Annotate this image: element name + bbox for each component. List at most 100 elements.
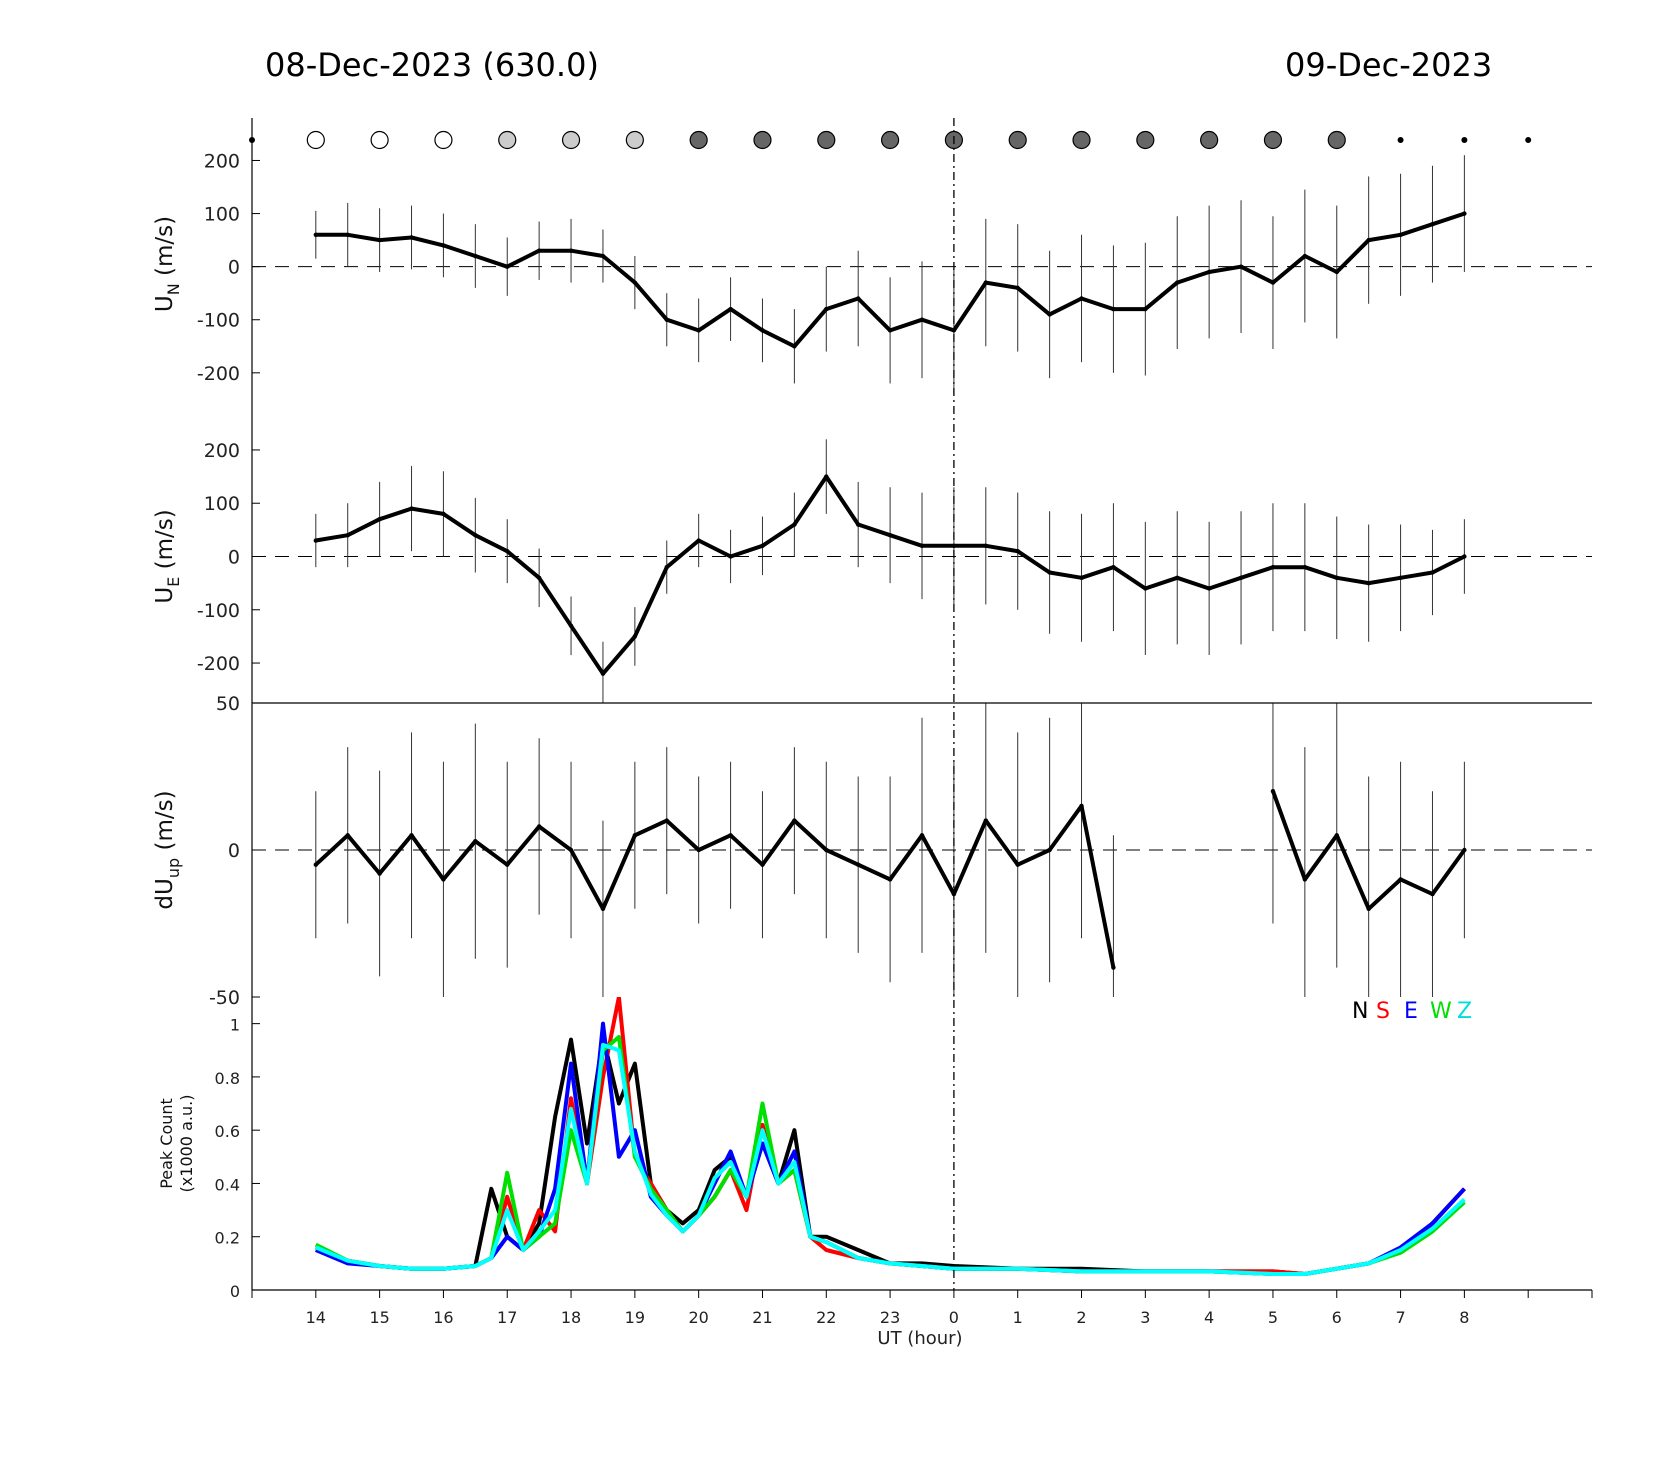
legend-E: E [1404, 999, 1418, 1024]
data-point [792, 522, 797, 527]
data-point [505, 862, 510, 867]
data-point [632, 833, 638, 838]
data-point [1334, 269, 1339, 275]
data-point [1111, 965, 1116, 970]
data-point [473, 838, 478, 844]
data-point [855, 522, 861, 527]
data-point [1079, 803, 1084, 809]
data-point [855, 296, 861, 301]
data-point [345, 833, 350, 838]
y-tick-label: 200 [204, 150, 240, 172]
data-point [1015, 862, 1020, 867]
data-point [409, 235, 414, 240]
y-tick-label: 0 [228, 257, 240, 279]
x-tick-label: 1 [1013, 1308, 1023, 1327]
data-point [441, 877, 446, 882]
data-point [600, 906, 606, 911]
data-point [728, 554, 733, 559]
data-point [1047, 570, 1052, 575]
y-axis-label: Peak Count(x1000 a.u.) [157, 1095, 196, 1193]
panel-vertical-wind: 50 0 -50 dUup (m/s) [152, 693, 1592, 1009]
data-point [1238, 575, 1244, 581]
data-point [1302, 877, 1308, 882]
panel-meridional-wind: 200 100 0 -100 -200 UN (m/s) [152, 118, 1592, 410]
data-point [377, 871, 382, 876]
moon-phase-markers [249, 130, 1532, 150]
right-date-title: 09-Dec-2023 [1285, 46, 1492, 84]
data-point [345, 232, 350, 237]
y-tick-label: 0.4 [215, 1175, 240, 1194]
x-tick-label: 19 [625, 1308, 645, 1327]
data-point [441, 243, 446, 248]
moon-phase-marker [434, 130, 453, 150]
y-tick-label: 100 [204, 493, 240, 515]
moon-phase-marker [498, 130, 517, 150]
data-point [664, 564, 669, 570]
data-point [1430, 570, 1435, 575]
moon-phase-marker [561, 130, 581, 150]
data-point [313, 862, 319, 867]
data-point [1366, 580, 1371, 586]
data-point [377, 517, 382, 522]
y-axis-label: UN (m/s) [152, 216, 183, 312]
moon-phase-marker [625, 130, 644, 150]
data-point [824, 306, 829, 312]
data-point [536, 824, 542, 829]
x-tick-label: 7 [1395, 1308, 1405, 1327]
moon-dot-marker [1525, 137, 1532, 143]
legend-W: W [1430, 999, 1452, 1024]
x-tick-label: 18 [561, 1308, 581, 1327]
data-point [1206, 269, 1212, 275]
data-point [568, 248, 574, 253]
data-point [696, 847, 701, 853]
legend-Z: Z [1457, 999, 1472, 1024]
y-tick-label: -200 [197, 653, 240, 675]
data-point [760, 328, 765, 333]
data-point [760, 543, 765, 549]
moon-phase-marker [1327, 130, 1346, 150]
moon-phase-marker [689, 130, 708, 150]
data-point [696, 538, 701, 543]
data-point [728, 833, 733, 838]
data-point [664, 818, 669, 823]
x-tick-label: 21 [752, 1308, 772, 1327]
data-point [473, 253, 478, 259]
data-point [1462, 554, 1467, 559]
data-point [1079, 296, 1084, 301]
data-point [664, 317, 669, 322]
data-point [441, 511, 446, 517]
moon-dot-marker [1397, 137, 1404, 143]
data-point [1015, 548, 1020, 554]
data-point [1238, 264, 1244, 269]
data-point [409, 506, 414, 511]
plot-area [314, 997, 1466, 1276]
data-point [760, 862, 765, 867]
series-line-Z [315, 1042, 1466, 1276]
data-point [600, 253, 606, 259]
moon-phase-marker [880, 130, 900, 150]
y-tick-label: 1 [230, 1016, 240, 1035]
data-point [409, 833, 414, 838]
x-tick-label: 8 [1459, 1308, 1469, 1327]
moon-phase-marker [1263, 130, 1283, 150]
y-axis-label: UE (m/s) [152, 509, 183, 603]
data-point [1079, 575, 1084, 581]
data-point [1047, 847, 1052, 853]
data-point [505, 548, 510, 554]
data-point [1334, 575, 1339, 581]
y-tick-label: 0 [228, 547, 240, 569]
data-point [1302, 564, 1308, 570]
x-tick-label: 0 [949, 1308, 959, 1327]
moon-phase-marker [1072, 130, 1091, 150]
y-tick-label: 0.2 [215, 1229, 240, 1248]
data-point [824, 474, 829, 479]
data-point [1302, 253, 1308, 259]
data-point [568, 847, 574, 853]
data-point [919, 833, 925, 838]
moon-phase-marker [1008, 130, 1027, 150]
y-axis-label: dUup (m/s) [152, 790, 183, 909]
data-point [1462, 211, 1467, 216]
y-tick-label: 0 [228, 840, 240, 862]
moon-phase-marker [1136, 130, 1155, 150]
